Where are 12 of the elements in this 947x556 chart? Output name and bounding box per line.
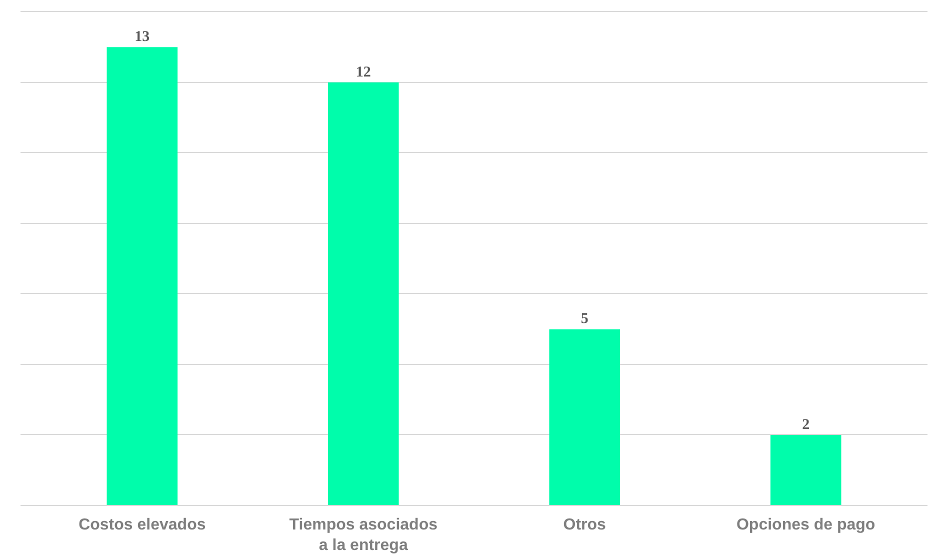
x-tick-label: Opciones de pago — [736, 516, 876, 534]
x-tick-label: Costos elevados — [78, 516, 206, 534]
bar — [328, 82, 399, 506]
bar — [549, 329, 620, 506]
x-tick-label: Tiempos asociados a la entrega — [289, 516, 438, 554]
data-label: 5 — [580, 311, 588, 328]
data-label: 12 — [356, 64, 371, 80]
bar — [770, 434, 842, 506]
x-tick-label: Otros — [563, 516, 606, 534]
bar — [106, 47, 178, 506]
data-label: 2 — [802, 416, 810, 433]
data-label: 13 — [134, 29, 150, 46]
